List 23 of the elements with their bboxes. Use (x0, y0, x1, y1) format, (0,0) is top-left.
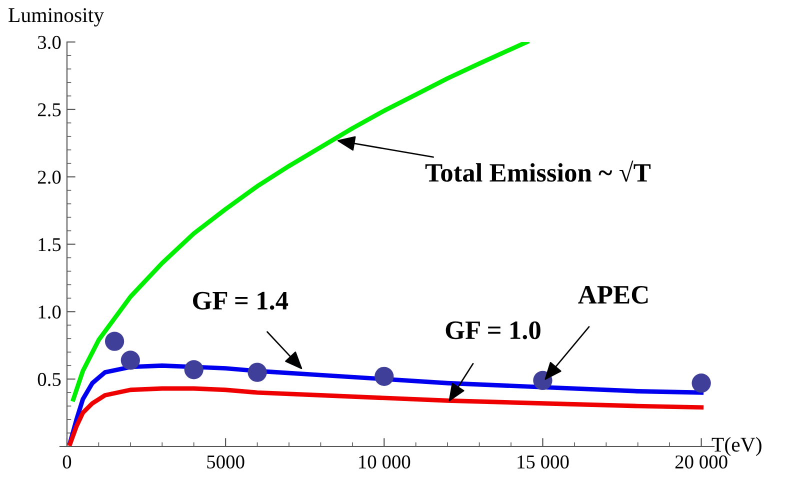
point (692, 374, 711, 393)
x-tick-label: 5000 (207, 455, 244, 469)
point (120, 350, 140, 370)
y-tick-label: 0.5 (38, 372, 61, 386)
y-tick-label: 2.5 (38, 103, 61, 116)
x-tick-label: 20 000 (675, 455, 728, 469)
point (248, 362, 267, 382)
x-tick-label: 10 000 (359, 455, 410, 469)
y-tick-label: 1.5 (38, 238, 61, 252)
x-tick-label: 15 000 (518, 455, 569, 469)
annotation: GF = 1.4 (192, 292, 288, 310)
y-tick-label: 2.0 (38, 170, 61, 184)
x-tick-label: 0 (62, 455, 72, 469)
point (104, 332, 124, 351)
point (184, 360, 204, 380)
annotation: APEC (578, 286, 648, 304)
annotation: GF = 1.0 (446, 321, 540, 340)
point (374, 366, 394, 386)
y-tick-label: 3.0 (38, 36, 61, 50)
x-axis-title: T(eV) (712, 437, 762, 456)
annotation: Total Emission ~ √T (425, 160, 651, 182)
y-tick-label: 1.0 (38, 305, 61, 319)
y-axis-title: Luminosity (8, 8, 104, 26)
